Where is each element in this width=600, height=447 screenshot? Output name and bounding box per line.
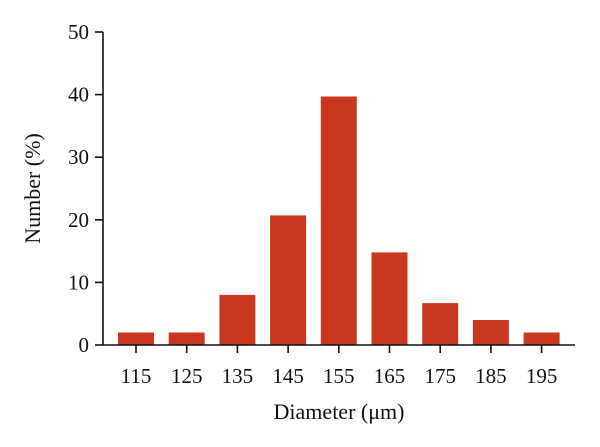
x-tick-label: 115 — [121, 364, 152, 388]
y-tick-label: 40 — [68, 83, 89, 107]
bars-layer — [118, 96, 560, 345]
bar-135 — [219, 294, 256, 345]
y-tick-label: 50 — [68, 20, 89, 44]
y-tick-label: 20 — [68, 208, 89, 232]
bar-165 — [371, 252, 408, 345]
bar-185 — [472, 320, 509, 345]
y-tick-label: 10 — [68, 270, 89, 294]
x-tick-label: 195 — [526, 364, 558, 388]
bar-115 — [118, 332, 154, 345]
x-tick-label: 165 — [374, 364, 406, 388]
bar-145 — [270, 215, 307, 345]
x-tick-label: 175 — [424, 364, 456, 388]
y-ticks: 0 10 20 30 40 50 — [68, 20, 103, 357]
bar-195 — [523, 332, 560, 345]
bar-155 — [320, 96, 357, 345]
x-tick-label: 155 — [323, 364, 355, 388]
bar-175 — [422, 303, 459, 345]
x-ticks: 115 125 135 145 155 165 175 185 195 — [121, 345, 558, 388]
y-axis-title: Number (%) — [20, 133, 45, 244]
y-tick-label: 30 — [68, 145, 89, 169]
x-tick-label: 125 — [171, 364, 203, 388]
y-tick-label: 0 — [79, 333, 90, 357]
x-axis-title: Diameter (μm) — [274, 399, 405, 424]
bar-125 — [168, 332, 205, 345]
x-tick-label: 185 — [475, 364, 507, 388]
x-tick-label: 135 — [222, 364, 254, 388]
x-tick-label: 145 — [272, 364, 304, 388]
